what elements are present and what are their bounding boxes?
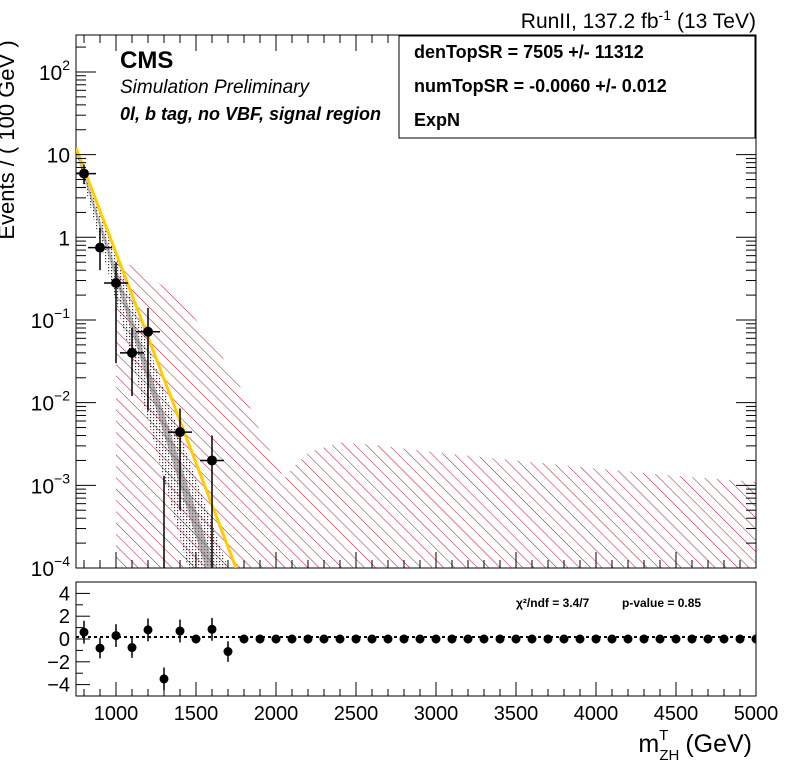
data-point: [111, 278, 121, 289]
data-point: [143, 326, 153, 337]
y-axis-label: Events / ( 100 GeV ): [0, 40, 19, 239]
pvalue-label: p-value = 0.85: [622, 596, 701, 610]
data-point: [95, 242, 105, 253]
pull-point: [559, 634, 569, 644]
pull-point: [735, 634, 745, 644]
uncertainty-band: [116, 258, 756, 568]
pull-y-tick-label: 2: [59, 606, 70, 628]
pull-point: [655, 634, 665, 644]
pull-point: [623, 634, 633, 644]
pull-point: [367, 634, 377, 644]
pull-point: [431, 634, 441, 644]
data-point: [175, 427, 185, 438]
x-tick-label: 3000: [414, 703, 459, 725]
fit-curve: [76, 147, 238, 568]
pull-point: [527, 634, 537, 644]
pull-point: [639, 634, 649, 644]
pull-point: [335, 634, 345, 644]
data-point: [127, 347, 137, 358]
pull-point: [479, 634, 489, 644]
x-axis-label: mT ZH (GeV): [638, 727, 752, 764]
bottom-x-axis: 1000 1500 2000 2500 3000 3500 4000 4500 5000: [83, 682, 779, 725]
pull-point: [79, 627, 89, 637]
x-tick-label: 1500: [174, 703, 219, 725]
pull-y-tick-label: 4: [59, 583, 70, 605]
pull-point: [95, 643, 105, 653]
simulation-label: Simulation Preliminary: [120, 77, 311, 98]
pull-point: [575, 634, 585, 644]
pull-point: [543, 634, 553, 644]
x-tick-label: 3500: [494, 703, 539, 725]
x-tick-label: 1000: [94, 703, 139, 725]
y-tick-label: 10−4: [31, 553, 71, 581]
y-tick-label: 10−2: [31, 388, 71, 416]
pull-point: [255, 634, 265, 644]
pull-y-tick-label: −4: [47, 675, 70, 697]
pull-point: [303, 634, 313, 644]
pull-point: [511, 634, 521, 644]
pull-point: [415, 634, 425, 644]
y-tick-label: 10−1: [31, 305, 71, 333]
pull-point: [191, 634, 201, 644]
x-tick-label: 2000: [254, 703, 299, 725]
pull-point: [751, 634, 756, 644]
data-point: [79, 168, 89, 179]
pull-point: [703, 634, 713, 644]
pull-point: [143, 625, 153, 635]
x-tick-label: 5000: [734, 703, 779, 725]
chi2-label: χ²/ndf = 3.4/7: [516, 596, 590, 610]
pull-point: [447, 634, 457, 644]
top-y-axis: 102 10 1 10−1 10−2 10−3 10−4: [31, 46, 756, 581]
pull-point: [271, 634, 281, 644]
pull-point: [127, 643, 137, 653]
pull-point: [383, 634, 393, 644]
x-tick-label: 2500: [334, 703, 379, 725]
pull-point: [239, 634, 249, 644]
pull-point: [319, 634, 329, 644]
pull-point: [671, 634, 681, 644]
pull-point: [207, 624, 217, 634]
x-tick-label: 4000: [574, 703, 619, 725]
pull-point: [223, 647, 233, 657]
data-point: [207, 455, 217, 466]
pull-point: [719, 634, 729, 644]
pull-y-tick-label: −2: [47, 652, 70, 674]
y-tick-label: 10−3: [31, 470, 71, 498]
region-label: 0l, b tag, no VBF, signal region: [120, 104, 381, 124]
pull-point: [111, 631, 121, 641]
x-tick-label: 4500: [654, 703, 699, 725]
fit-result-line2: numTopSR = -0.0060 +/- 0.012: [414, 76, 667, 96]
fit-result-box: [398, 35, 756, 139]
pull-point: [287, 634, 297, 644]
pull-point: [175, 626, 185, 636]
lumi-label: RunII, 137.2 fb-1 (13 TeV): [521, 7, 756, 33]
pull-point: [607, 634, 617, 644]
y-tick-label: 10: [47, 145, 70, 168]
cms-label: CMS: [120, 47, 173, 74]
fit-result-line3: ExpN: [414, 110, 460, 130]
pull-point: [495, 634, 505, 644]
y-tick-label: 1: [58, 227, 70, 250]
fit-result-line1: denTopSR = 7505 +/- 11312: [414, 42, 644, 62]
pull-point: [687, 634, 697, 644]
pull-y-tick-label: 0: [59, 629, 70, 651]
pull-point: [351, 634, 361, 644]
pull-point: [399, 634, 409, 644]
y-tick-label: 102: [39, 57, 70, 85]
pull-point: [591, 634, 601, 644]
pull-point: [463, 634, 473, 644]
pull-point: [159, 674, 169, 684]
